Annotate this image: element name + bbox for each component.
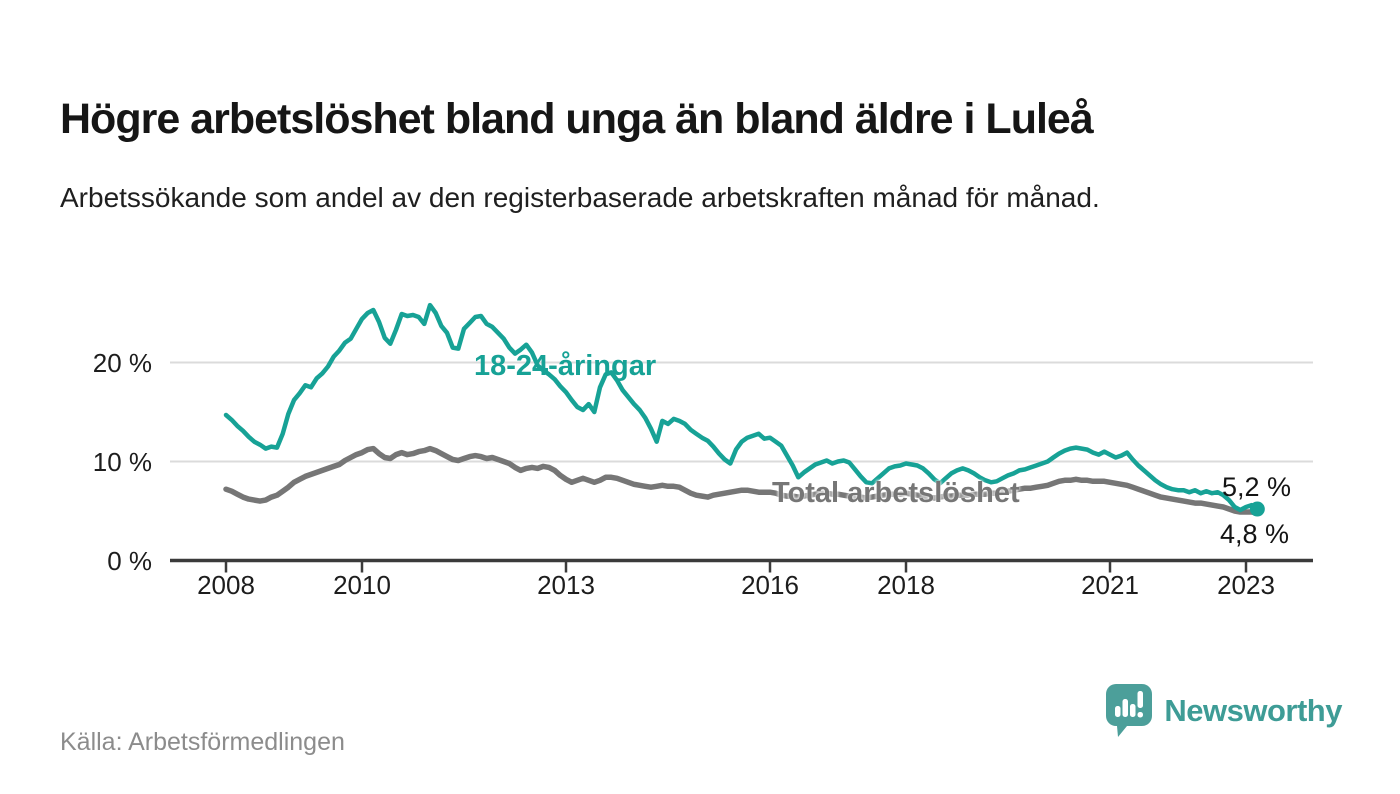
- series-label-youth: 18-24-åringar: [474, 350, 657, 382]
- y-tick-label: 20 %: [92, 347, 152, 378]
- series-line-total: [223, 445, 1261, 516]
- x-tick-label: 2023: [1217, 570, 1275, 600]
- page-title: Högre arbetslöshet bland unga än bland ä…: [60, 94, 1094, 143]
- x-tick-label: 2021: [1081, 570, 1139, 600]
- x-tick-label: 2010: [333, 570, 391, 600]
- series-line-youth: [223, 302, 1260, 513]
- series-end-dot: [1249, 501, 1265, 517]
- end-value-label-total: 4,8 %: [1220, 519, 1290, 549]
- end-value-label-youth: 5,2 %: [1222, 472, 1292, 502]
- newsworthy-logo: Newsworthy: [1106, 684, 1342, 738]
- y-tick-label: 10 %: [92, 446, 152, 477]
- series-label-total: Total arbetslöshet: [772, 477, 1020, 509]
- x-tick-label: 2013: [537, 570, 595, 600]
- source-attribution: Källa: Arbetsförmedlingen: [60, 728, 345, 756]
- newsworthy-bubble-chart-icon: [1106, 684, 1153, 737]
- page-subtitle: Arbetssökande som andel av den registerb…: [60, 182, 1100, 213]
- newsworthy-logo-text: Newsworthy: [1164, 693, 1342, 728]
- y-tick-label: 0 %: [107, 545, 152, 576]
- x-tick-label: 2018: [877, 570, 935, 600]
- x-tick-label: 2016: [741, 570, 799, 600]
- x-tick-label: 2008: [197, 570, 255, 600]
